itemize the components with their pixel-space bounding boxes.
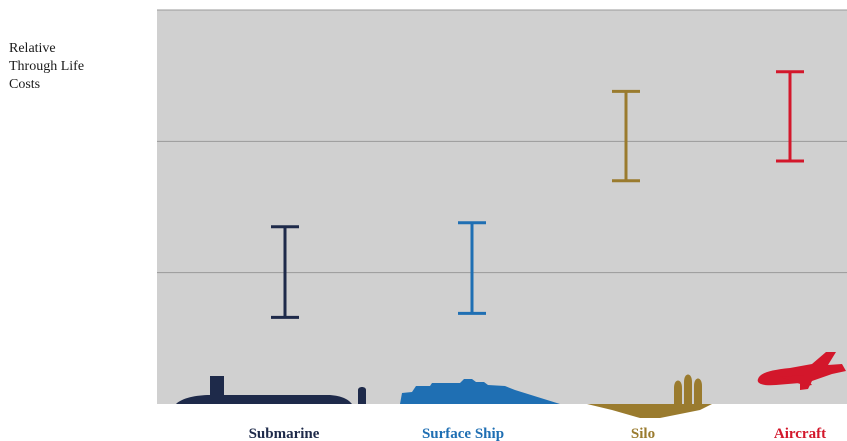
category-label-submarine: Submarine — [249, 426, 320, 441]
y-axis-label-line-2: Through Life — [9, 59, 85, 74]
range-bar-submarine — [271, 225, 299, 319]
aircraft-icon — [757, 352, 846, 390]
plot-area — [157, 10, 847, 404]
surface-ship-icon — [400, 379, 560, 404]
submarine-icon — [176, 376, 366, 404]
y-axis-label-line-3: Costs — [9, 77, 41, 92]
category-label-aircraft: Aircraft — [774, 426, 826, 441]
y-axis-label-line-1: Relative — [9, 41, 56, 56]
range-bars — [271, 70, 804, 319]
category-label-surface-ship: Surface Ship — [422, 426, 504, 441]
category-labels: Submarine Surface Ship Silo Aircraft — [249, 426, 827, 441]
gridlines — [157, 9, 847, 274]
range-bar-aircraft — [776, 70, 804, 163]
range-bar-surface-ship — [458, 221, 486, 315]
silo-icon — [587, 374, 712, 418]
y-axis-label: Relative Through Life Costs — [9, 40, 129, 94]
category-label-silo: Silo — [631, 426, 655, 441]
range-bar-silo — [612, 89, 640, 183]
